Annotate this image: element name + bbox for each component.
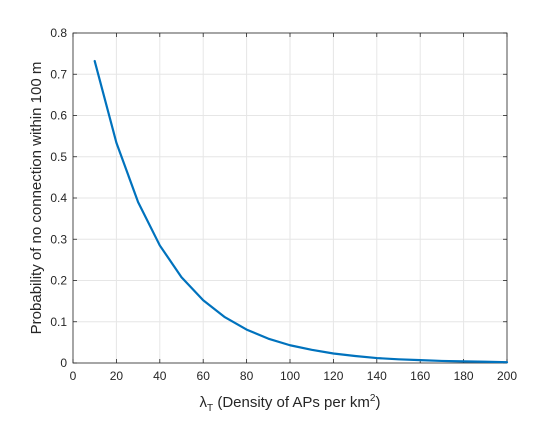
x-tick-label-3: 60 [197,369,211,383]
x-tick-label-4: 80 [240,369,254,383]
x-axis-title-text: (Density of APs per km [213,394,370,411]
x-axis-title: λT (Density of APs per km2) [200,393,381,414]
x-tick-label-5: 100 [280,369,300,383]
y-tick-label-0: 0 [60,356,67,370]
x-tick-label-10: 200 [497,369,517,383]
x-tick-label-8: 160 [410,369,430,383]
y-tick-label-3: 0.3 [50,232,67,246]
x-tick-label-6: 120 [323,369,343,383]
y-tick-label-8: 0.8 [50,26,67,40]
y-axis-title: Probability of no connection within 100 … [28,62,45,335]
x-axis-title-suffix: ) [375,394,380,411]
x-tick-label-0: 0 [70,369,77,383]
y-tick-label-6: 0.6 [50,109,67,123]
y-tick-label-4: 0.4 [50,191,67,205]
x-tick-label-9: 180 [454,369,474,383]
y-tick-label-7: 0.7 [50,67,67,81]
x-tick-label-7: 140 [367,369,387,383]
y-tick-label-1: 0.1 [50,315,67,329]
x-tick-label-2: 40 [153,369,167,383]
x-tick-label-1: 20 [110,369,124,383]
y-tick-label-5: 0.5 [50,150,67,164]
y-tick-label-2: 0.2 [50,274,67,288]
